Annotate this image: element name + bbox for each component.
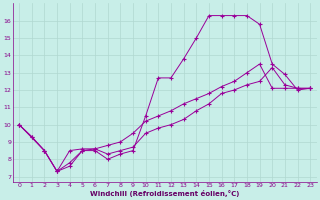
X-axis label: Windchill (Refroidissement éolien,°C): Windchill (Refroidissement éolien,°C) [90, 190, 239, 197]
